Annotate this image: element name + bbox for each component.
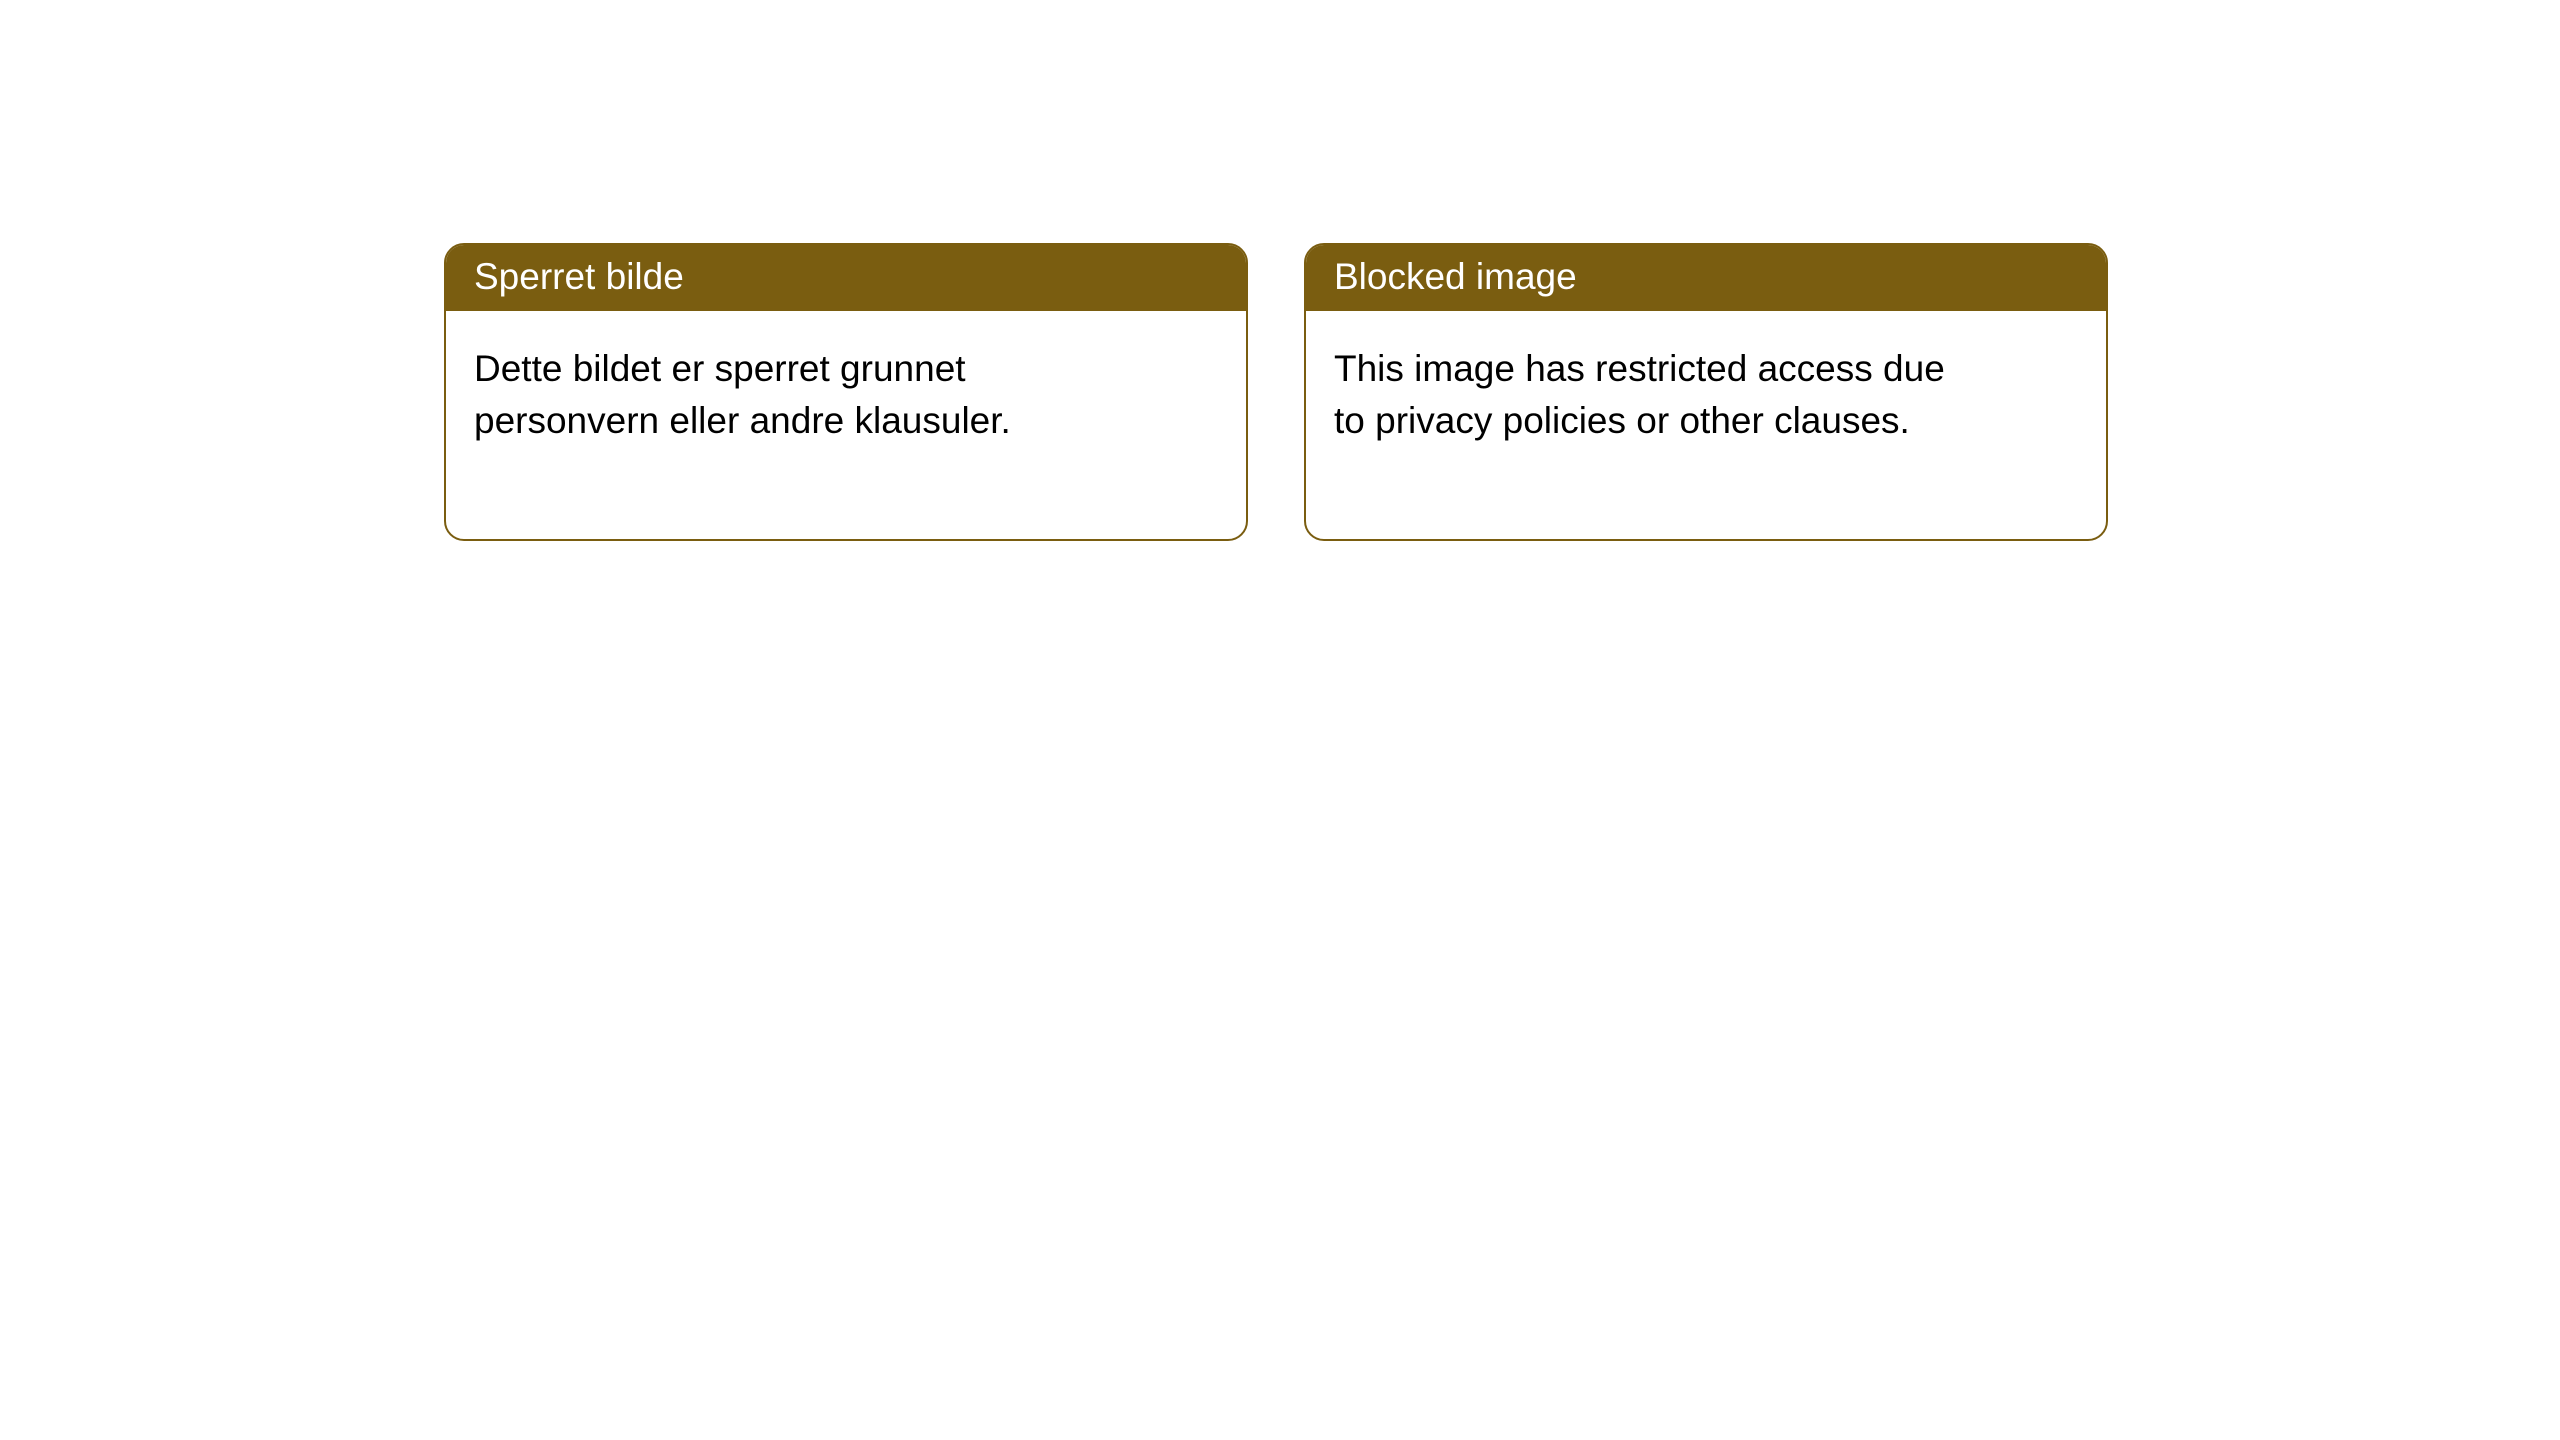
notice-card-english: Blocked image This image has restricted …: [1304, 243, 2108, 541]
notice-card-norwegian: Sperret bilde Dette bildet er sperret gr…: [444, 243, 1248, 541]
notice-container: Sperret bilde Dette bildet er sperret gr…: [0, 0, 2560, 541]
notice-title: Blocked image: [1306, 245, 2106, 311]
notice-body: Dette bildet er sperret grunnet personve…: [446, 311, 1126, 539]
notice-body: This image has restricted access due to …: [1306, 311, 1986, 539]
notice-title: Sperret bilde: [446, 245, 1246, 311]
